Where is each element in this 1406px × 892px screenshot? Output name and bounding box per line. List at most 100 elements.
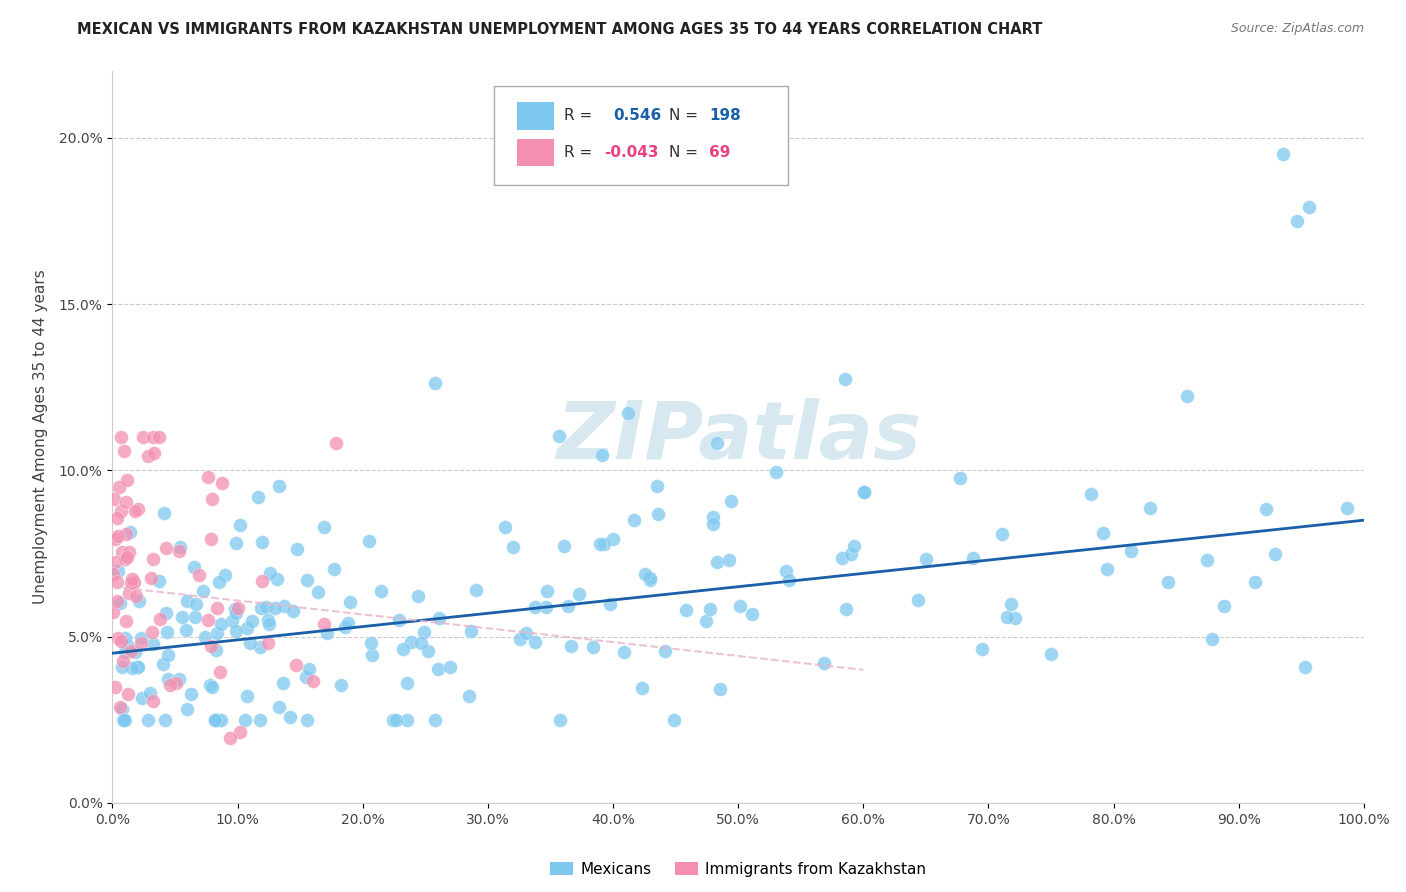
- Text: R =: R =: [564, 109, 592, 123]
- Point: [115, 527, 138, 541]
- Point: [360, 648, 382, 662]
- Point: [675, 603, 697, 617]
- Point: [695, 614, 717, 628]
- Point: [111, 713, 134, 727]
- Point: [193, 583, 215, 598]
- Point: [124, 645, 146, 659]
- Text: N =: N =: [669, 145, 699, 160]
- Point: [548, 713, 571, 727]
- Point: [183, 610, 205, 624]
- Point: [1157, 575, 1180, 590]
- Point: [553, 539, 575, 553]
- Point: [112, 654, 135, 668]
- Point: [523, 600, 546, 615]
- FancyBboxPatch shape: [494, 86, 789, 185]
- Point: [702, 517, 724, 532]
- Point: [115, 549, 138, 564]
- Point: [834, 372, 856, 386]
- Point: [1040, 647, 1063, 661]
- Point: [107, 564, 129, 578]
- Point: [395, 676, 418, 690]
- Point: [128, 594, 150, 608]
- Point: [502, 540, 524, 554]
- Point: [117, 639, 139, 653]
- Point: [709, 682, 731, 697]
- Point: [156, 625, 179, 640]
- Point: [167, 673, 190, 687]
- Point: [111, 544, 134, 558]
- Point: [167, 544, 190, 558]
- Point: [221, 615, 243, 629]
- Point: [728, 599, 751, 613]
- Point: [250, 574, 273, 588]
- Point: [200, 678, 222, 692]
- Point: [148, 430, 170, 444]
- Point: [257, 613, 280, 627]
- Point: [165, 676, 187, 690]
- Point: [591, 448, 613, 462]
- Point: [592, 537, 614, 551]
- Point: [335, 620, 357, 634]
- Point: [613, 645, 636, 659]
- Point: [124, 504, 146, 518]
- Point: [114, 713, 136, 727]
- Point: [907, 593, 929, 607]
- Point: [153, 713, 176, 727]
- Point: [599, 597, 621, 611]
- Point: [1212, 599, 1234, 614]
- Point: [218, 731, 240, 745]
- Point: [294, 670, 316, 684]
- Point: [249, 713, 271, 727]
- Point: [104, 680, 127, 694]
- Point: [107, 529, 129, 543]
- Point: [515, 626, 537, 640]
- Point: [337, 615, 360, 630]
- Point: [382, 713, 405, 727]
- Point: [813, 656, 835, 670]
- Point: [103, 567, 125, 582]
- Point: [118, 525, 141, 540]
- Text: 0.546: 0.546: [613, 109, 661, 123]
- Point: [406, 589, 429, 603]
- Point: [141, 624, 163, 639]
- Point: [118, 586, 141, 600]
- Point: [302, 674, 325, 689]
- Point: [207, 713, 229, 727]
- Point: [509, 632, 531, 647]
- Point: [281, 604, 304, 618]
- Text: 69: 69: [710, 145, 731, 160]
- Point: [104, 532, 127, 546]
- Point: [205, 643, 228, 657]
- Point: [112, 444, 135, 458]
- Point: [121, 572, 143, 586]
- Point: [325, 436, 347, 450]
- Point: [589, 537, 612, 551]
- Point: [312, 616, 335, 631]
- Point: [110, 504, 132, 518]
- Point: [370, 584, 392, 599]
- Point: [647, 478, 669, 492]
- Point: [229, 724, 252, 739]
- Point: [131, 691, 153, 706]
- Point: [915, 551, 938, 566]
- Point: [176, 702, 198, 716]
- Point: [157, 673, 180, 687]
- Point: [180, 687, 202, 701]
- Point: [1092, 526, 1115, 541]
- Point: [295, 713, 318, 727]
- Point: [307, 585, 329, 599]
- Point: [240, 614, 263, 628]
- Point: [197, 613, 219, 627]
- Point: [122, 575, 145, 590]
- Point: [169, 540, 191, 554]
- Point: [638, 573, 661, 587]
- Point: [225, 536, 247, 550]
- Point: [269, 478, 291, 492]
- Point: [156, 648, 179, 662]
- Point: [831, 550, 853, 565]
- Point: [259, 566, 281, 580]
- Point: [152, 657, 174, 671]
- Point: [127, 502, 149, 516]
- Point: [991, 526, 1014, 541]
- Point: [423, 713, 446, 727]
